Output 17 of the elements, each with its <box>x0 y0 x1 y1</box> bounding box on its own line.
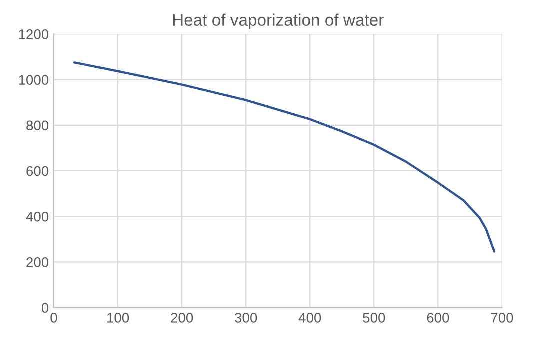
x-tick-label: 500 <box>363 313 386 323</box>
y-tick-label: 1200 <box>19 30 49 40</box>
x-tick-label: 700 <box>491 313 514 323</box>
x-tick-label: 600 <box>427 313 450 323</box>
x-tick-label: 100 <box>108 313 130 323</box>
x-tick-label: 300 <box>235 313 258 323</box>
y-tick-label: 600 <box>26 166 49 176</box>
x-tick-label: 200 <box>171 313 194 323</box>
y-tick-label: 200 <box>26 258 49 268</box>
y-tick-label: 1000 <box>19 75 49 85</box>
y-tick-label: 400 <box>26 212 49 222</box>
x-tick-label: 400 <box>298 313 322 323</box>
y-tick-label: 800 <box>26 120 49 131</box>
chart-title: Heat of vaporization of water <box>173 14 384 30</box>
y-tick-label: 0 <box>42 303 49 313</box>
x-tick-label: 0 <box>50 313 58 323</box>
line-series <box>73 62 496 253</box>
